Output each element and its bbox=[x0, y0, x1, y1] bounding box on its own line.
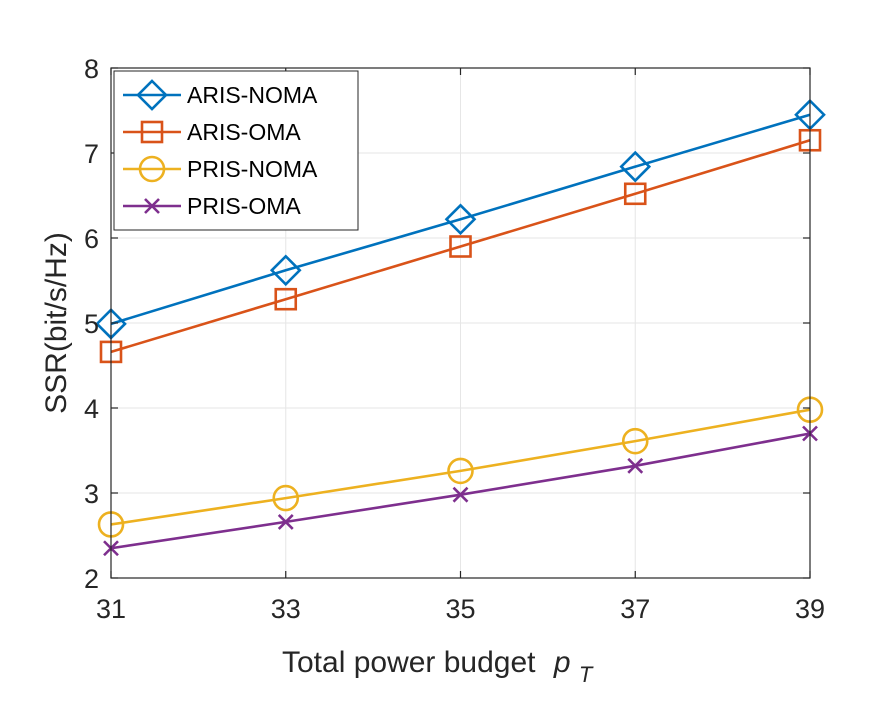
legend: ARIS-NOMA ARIS-OMA PRIS-NOMA PRIS-OMA bbox=[113, 70, 359, 231]
data-point bbox=[623, 182, 647, 206]
x-tick-label: 39 bbox=[795, 594, 825, 624]
legend-entry: PRIS-OMA bbox=[123, 193, 301, 219]
y-tick-label: 7 bbox=[84, 139, 99, 169]
legend-label: PRIS-NOMA bbox=[187, 156, 318, 182]
series-line bbox=[110, 139, 811, 354]
data-point bbox=[277, 513, 294, 530]
x-axis-label: Total power budget p T bbox=[282, 646, 594, 687]
data-point bbox=[272, 484, 300, 512]
legend-label: ARIS-OMA bbox=[187, 119, 301, 145]
legend-label: ARIS-NOMA bbox=[187, 82, 318, 108]
data-point bbox=[447, 457, 474, 485]
y-axis-label: SSR(bit/s/Hz) bbox=[40, 232, 73, 414]
data-point bbox=[627, 457, 644, 474]
axis-ticks: 31 33 35 37 39 2 3 4 5 6 7 8 bbox=[84, 54, 825, 624]
data-point bbox=[452, 486, 469, 503]
series-line bbox=[110, 408, 811, 526]
grid-lines bbox=[110, 67, 811, 579]
data-point bbox=[274, 287, 298, 311]
legend-label: PRIS-OMA bbox=[187, 193, 301, 219]
legend-marker bbox=[136, 79, 168, 111]
x-tick-label: 35 bbox=[445, 594, 475, 624]
y-tick-label: 8 bbox=[84, 54, 99, 84]
data-point bbox=[449, 235, 472, 258]
data-point bbox=[444, 203, 477, 236]
x-tick-label: 37 bbox=[620, 594, 650, 624]
legend-marker bbox=[144, 198, 160, 214]
y-tick-label: 5 bbox=[84, 309, 99, 339]
legend-marker bbox=[138, 155, 166, 183]
legend-entry: ARIS-OMA bbox=[123, 119, 301, 145]
y-tick-label: 2 bbox=[84, 564, 99, 594]
legend-marker bbox=[140, 120, 164, 144]
x-tick-label: 33 bbox=[271, 594, 301, 624]
y-tick-label: 4 bbox=[84, 394, 99, 424]
y-tick-label: 3 bbox=[84, 479, 99, 509]
data-point bbox=[621, 427, 649, 455]
data-point bbox=[619, 150, 652, 183]
x-axis-label-subscript: T bbox=[579, 662, 594, 687]
series-line bbox=[110, 113, 811, 326]
y-tick-label: 6 bbox=[84, 224, 99, 254]
legend-entry: PRIS-NOMA bbox=[123, 155, 318, 183]
x-tick-label: 31 bbox=[96, 594, 126, 624]
legend-entry: ARIS-NOMA bbox=[123, 79, 318, 111]
x-axis-label-symbol: p bbox=[553, 646, 571, 679]
data-point bbox=[269, 254, 302, 287]
